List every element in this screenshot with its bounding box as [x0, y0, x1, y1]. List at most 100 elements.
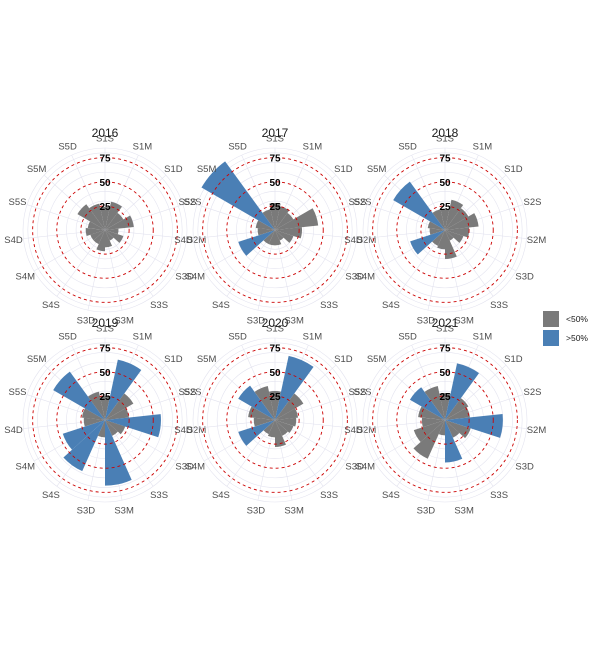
bar-2021-S4D: [421, 417, 445, 428]
category-label-S3D: S3D: [247, 505, 266, 516]
category-label-S1D: S1D: [504, 164, 523, 175]
bar-2018-S2S: [445, 213, 479, 230]
bar-2020-S2M: [275, 417, 297, 427]
panel-title: 2016: [92, 126, 119, 140]
bar-2016-S5S: [87, 221, 105, 230]
bar-2017-S3S: [275, 230, 284, 241]
bar-2021-S5D: [424, 386, 445, 420]
category-label-S1M: S1M: [133, 141, 153, 152]
ring-label-25: 25: [99, 202, 111, 213]
ring-50: [56, 181, 154, 279]
category-label-S3D: S3D: [515, 462, 534, 473]
category-label-S2M: S2M: [357, 425, 377, 436]
category-label-S4D: S4D: [174, 425, 193, 436]
ring-50: [226, 181, 324, 279]
category-label-S4D: S4D: [4, 235, 23, 246]
bar-2021-S1M: [445, 363, 480, 420]
bar-2017-S1D: [275, 212, 294, 230]
bar-2016-S3M: [105, 230, 113, 248]
bar-2019-S3D: [97, 420, 105, 438]
ring-label-50: 50: [439, 368, 451, 379]
category-label-S4M: S4M: [186, 272, 206, 283]
ring-label-50: 50: [99, 178, 111, 189]
category-label-S3M: S3M: [114, 315, 134, 326]
bar-2017-S4M: [238, 230, 275, 256]
bar-2018-S3S: [445, 230, 454, 241]
category-label-S3S: S3S: [490, 300, 508, 311]
legend-label-high: >50%: [566, 333, 588, 343]
bar-2016-S5D: [89, 203, 105, 230]
bar-2019-S3D: [105, 420, 126, 435]
category-label-S5S: S5S: [349, 387, 367, 398]
category-label-S4D: S4D: [4, 425, 23, 436]
bar-2018-S4S: [432, 230, 445, 246]
category-label-S4M: S4M: [186, 462, 206, 473]
ring-50: [226, 371, 324, 469]
category-label-S3D: S3D: [77, 505, 96, 516]
ring-25: [80, 205, 130, 255]
bar-2016-S3D: [96, 230, 105, 252]
category-label-S2S: S2S: [354, 387, 372, 398]
ring-label-25: 25: [269, 392, 281, 403]
category-label-S3S: S3S: [320, 490, 338, 501]
category-label-S1D: S1D: [334, 164, 353, 175]
category-label-S3M: S3M: [284, 315, 304, 326]
bar-2021-S5S: [418, 406, 445, 420]
bar-2020-S1M: [275, 355, 314, 420]
bar-2021-S3S: [445, 420, 460, 438]
category-label-S1M: S1M: [303, 141, 323, 152]
bar-2018-S4M: [410, 230, 445, 255]
bar-2021-S3D: [445, 420, 471, 439]
bar-2019-S5D: [87, 391, 105, 420]
ring-label-75: 75: [99, 154, 111, 165]
category-label-S5S: S5S: [179, 197, 197, 208]
bar-2018-S3D: [437, 230, 445, 250]
category-label-S1D: S1D: [334, 354, 353, 365]
bar-2019-S4S: [63, 420, 105, 472]
ring-50: [396, 371, 494, 469]
bar-2016-S1M: [105, 201, 123, 230]
ring-label-25: 25: [269, 202, 281, 213]
category-label-S1M: S1M: [303, 331, 323, 342]
category-label-S5D: S5D: [228, 331, 247, 342]
category-label-S1M: S1M: [133, 331, 153, 342]
ring-label-75: 75: [439, 344, 451, 355]
ring-75: [32, 157, 178, 303]
ring-25: [80, 395, 130, 445]
category-label-S1M: S1M: [473, 141, 493, 152]
category-label-S1S: S1S: [266, 134, 284, 145]
category-label-S3M: S3M: [114, 505, 134, 516]
bar-2018-S4D: [429, 228, 445, 235]
category-label-S1M: S1M: [473, 331, 493, 342]
panel-2017: 255075S1SS1MS1DS2SS2MS3DS3SS3MS3DS4SS4MS…: [174, 126, 376, 326]
ring-25: [250, 205, 300, 255]
category-label-S3D: S3D: [345, 462, 364, 473]
category-label-S3S: S3S: [490, 490, 508, 501]
bar-2018-S1M: [445, 199, 464, 230]
category-label-S5D: S5D: [58, 141, 77, 152]
bar-2017-S1S: [269, 202, 281, 230]
panel-title: 2018: [432, 126, 459, 140]
category-label-S1S: S1S: [436, 134, 454, 145]
bar-2020-S1S: [268, 391, 282, 420]
bar-2017-S1M: [275, 206, 290, 230]
ring-label-50: 50: [439, 178, 451, 189]
category-label-S2S: S2S: [354, 197, 372, 208]
bar-2021-S4S: [413, 420, 445, 459]
bar-2018-S5D: [432, 209, 445, 230]
ring-label-75: 75: [269, 344, 281, 355]
category-label-S2S: S2S: [184, 197, 202, 208]
bar-2019-S2S: [105, 407, 129, 420]
bar-2019-S1S: [99, 395, 111, 420]
category-label-S3M: S3M: [454, 315, 474, 326]
bar-2017-S3D: [268, 230, 275, 246]
bar-2016-S3S: [105, 230, 114, 241]
category-label-S1S: S1S: [266, 324, 284, 335]
bar-2019-S4M: [62, 420, 105, 450]
legend-swatch-high: [543, 330, 559, 346]
category-label-S5D: S5D: [398, 331, 417, 342]
bar-2018-S2M: [445, 227, 470, 238]
panel-2020: 255075S1SS1MS1DS2SS2MS3DS3SS3MS3DS4SS4MS…: [174, 316, 376, 516]
panels-group: 255075S1SS1MS1DS2SS2MS3DS3SS3MS3DS4SS4MS…: [4, 126, 546, 516]
